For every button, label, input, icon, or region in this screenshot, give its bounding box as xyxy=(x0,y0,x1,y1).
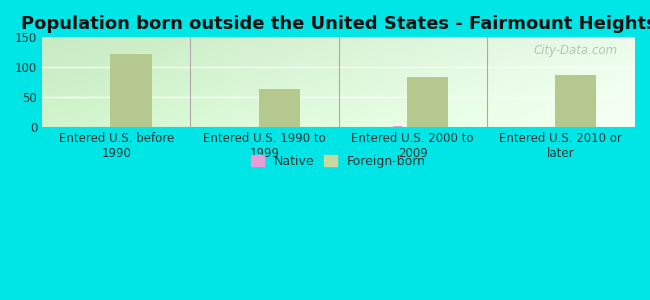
Bar xyxy=(555,75,597,127)
Bar xyxy=(407,77,448,127)
Title: Population born outside the United States - Fairmount Heights: Population born outside the United State… xyxy=(21,15,650,33)
Text: City-Data.com: City-Data.com xyxy=(533,44,618,57)
Bar xyxy=(259,89,300,127)
Bar xyxy=(393,126,402,127)
Legend: Native, Foreign-born: Native, Foreign-born xyxy=(246,150,431,173)
Bar xyxy=(111,54,152,127)
